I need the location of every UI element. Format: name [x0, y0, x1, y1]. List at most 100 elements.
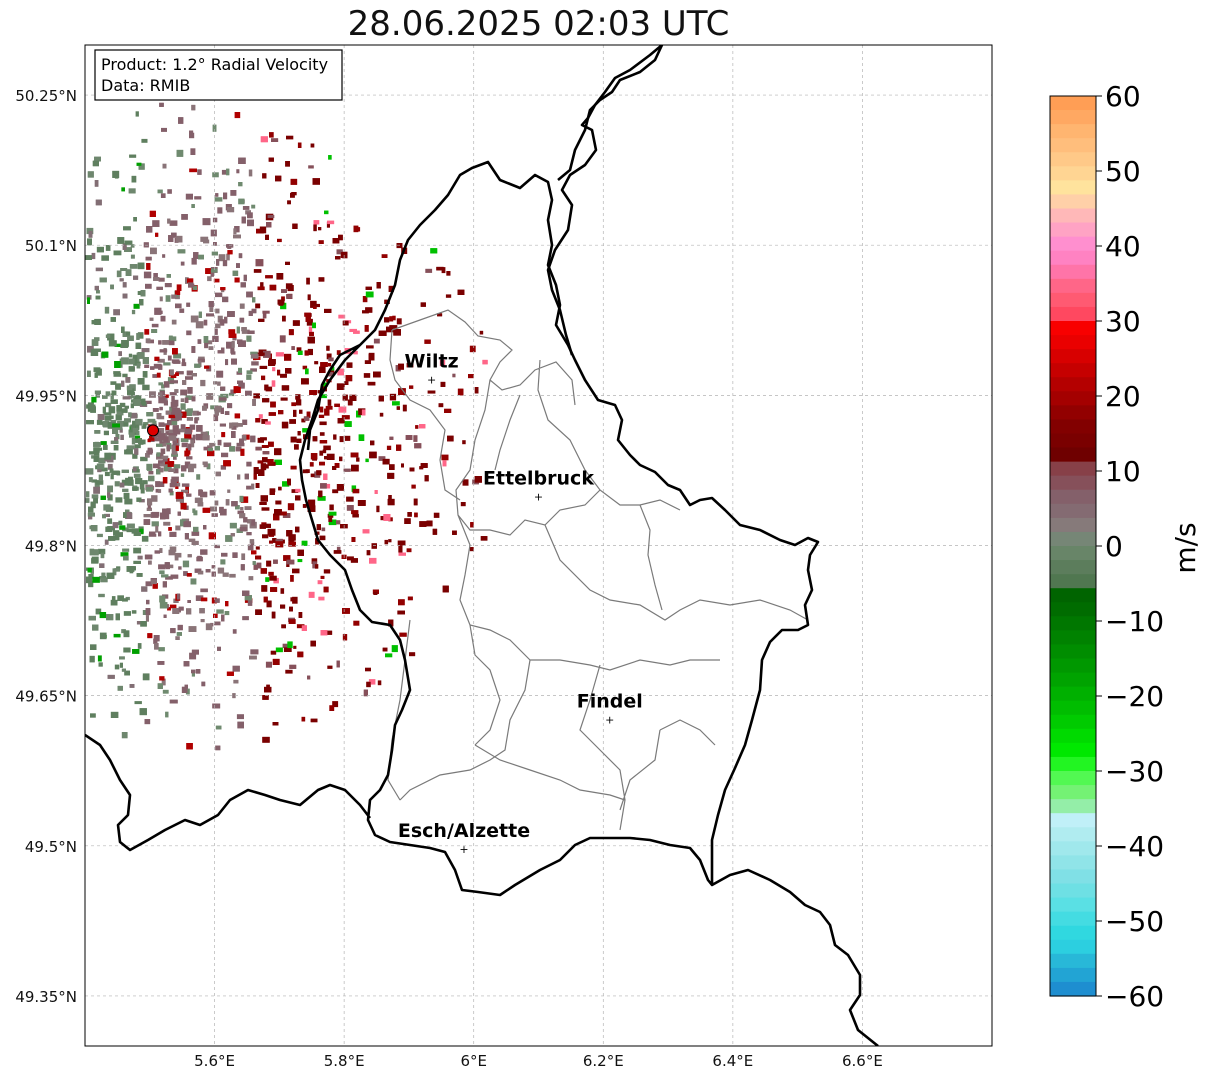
velocity-pixel [145, 615, 149, 622]
velocity-pixel [269, 284, 277, 291]
velocity-pixel [290, 178, 298, 185]
velocity-pixel [189, 168, 197, 173]
velocity-pixel [285, 283, 293, 289]
velocity-pixel [203, 319, 208, 326]
velocity-pixel [95, 480, 104, 485]
velocity-pixel [146, 263, 151, 270]
velocity-pixel [93, 486, 100, 494]
velocity-pixel [214, 621, 221, 626]
lon-tick-label: 6.4°E [712, 1052, 753, 1070]
velocity-pixel [145, 581, 153, 587]
velocity-pixel [204, 341, 209, 349]
velocity-pixel [242, 419, 248, 425]
lat-tick-label: 49.35°N [15, 988, 77, 1006]
velocity-pixel [225, 535, 233, 542]
velocity-pixel [133, 399, 141, 406]
velocity-pixel [136, 573, 143, 577]
velocity-pixel [262, 173, 267, 179]
velocity-pixel [264, 523, 271, 528]
velocity-pixel [122, 527, 129, 532]
velocity-pixel [168, 549, 176, 556]
velocity-pixel [323, 473, 328, 480]
velocity-pixel [278, 486, 282, 491]
velocity-pixel [368, 679, 376, 685]
velocity-pixel [309, 331, 314, 337]
velocity-pixel [275, 500, 282, 505]
velocity-pixel [184, 409, 192, 416]
velocity-pixel [154, 356, 160, 361]
velocity-pixel [147, 339, 154, 344]
velocity-pixel [182, 380, 187, 385]
velocity-pixel [191, 649, 199, 655]
velocity-pixel [265, 275, 273, 279]
velocity-pixel [306, 411, 311, 418]
velocity-pixel [262, 457, 268, 463]
velocity-pixel [202, 461, 208, 465]
velocity-pixel [213, 278, 220, 283]
velocity-pixel [181, 411, 187, 418]
velocity-pixel [264, 464, 269, 469]
lat-tick-label: 49.65°N [15, 688, 77, 706]
velocity-pixel [310, 143, 315, 148]
velocity-pixel [389, 464, 395, 470]
velocity-pixel [396, 406, 400, 410]
velocity-pixel [169, 406, 174, 414]
velocity-pixel [469, 345, 476, 353]
velocity-pixel [214, 328, 218, 335]
velocity-pixel [257, 352, 265, 356]
velocity-pixel [167, 461, 175, 467]
velocity-pixel [362, 296, 368, 303]
velocity-pixel [312, 561, 317, 569]
velocity-pixel [119, 428, 123, 433]
velocity-pixel [171, 448, 178, 455]
colorbar-tick-label: 50 [1105, 155, 1141, 188]
velocity-pixel [126, 445, 135, 450]
velocity-pixel [158, 564, 166, 570]
velocity-pixel [165, 711, 169, 718]
velocity-pixel [170, 380, 178, 384]
velocity-pixel [374, 490, 378, 494]
velocity-pixel [212, 124, 217, 132]
velocity-pixel [113, 309, 120, 316]
velocity-pixel [107, 333, 115, 341]
velocity-pixel [256, 562, 262, 569]
velocity-pixel [131, 309, 136, 315]
colorbar-segment [1050, 180, 1096, 196]
velocity-pixel [457, 289, 465, 295]
velocity-pixel [151, 329, 158, 333]
velocity-pixel [213, 381, 218, 385]
velocity-pixel [241, 434, 247, 441]
colorbar-segment [1050, 461, 1096, 477]
velocity-pixel [143, 271, 152, 279]
velocity-pixel [100, 467, 108, 472]
velocity-pixel [318, 277, 325, 282]
velocity-pixel [126, 523, 135, 529]
velocity-pixel [228, 329, 236, 335]
velocity-pixel [153, 277, 160, 281]
velocity-pixel [238, 253, 243, 259]
colorbar-tick-label: −40 [1105, 830, 1164, 863]
velocity-pixel [201, 681, 206, 687]
velocity-pixel [255, 609, 262, 615]
velocity-pixel [154, 550, 160, 554]
velocity-pixel [236, 169, 240, 174]
boundaries [85, 45, 879, 1046]
velocity-pixel [111, 470, 120, 475]
velocity-pixel [216, 370, 224, 378]
velocity-pixel [388, 517, 393, 522]
velocity-pixel [149, 317, 154, 321]
velocity-pixel [134, 444, 141, 449]
velocity-pixel [373, 338, 380, 344]
velocity-pixel [110, 599, 118, 606]
velocity-pixel [142, 673, 150, 681]
velocity-pixel [242, 590, 250, 596]
velocity-pixel [313, 220, 320, 225]
velocity-pixel [96, 533, 103, 538]
velocity-pixel [187, 554, 192, 558]
velocity-pixel [267, 214, 275, 219]
velocity-pixel [197, 339, 202, 344]
velocity-pixel [290, 436, 297, 443]
velocity-pixel [301, 540, 308, 546]
velocity-pixel [163, 614, 167, 618]
velocity-pixel [147, 498, 153, 506]
